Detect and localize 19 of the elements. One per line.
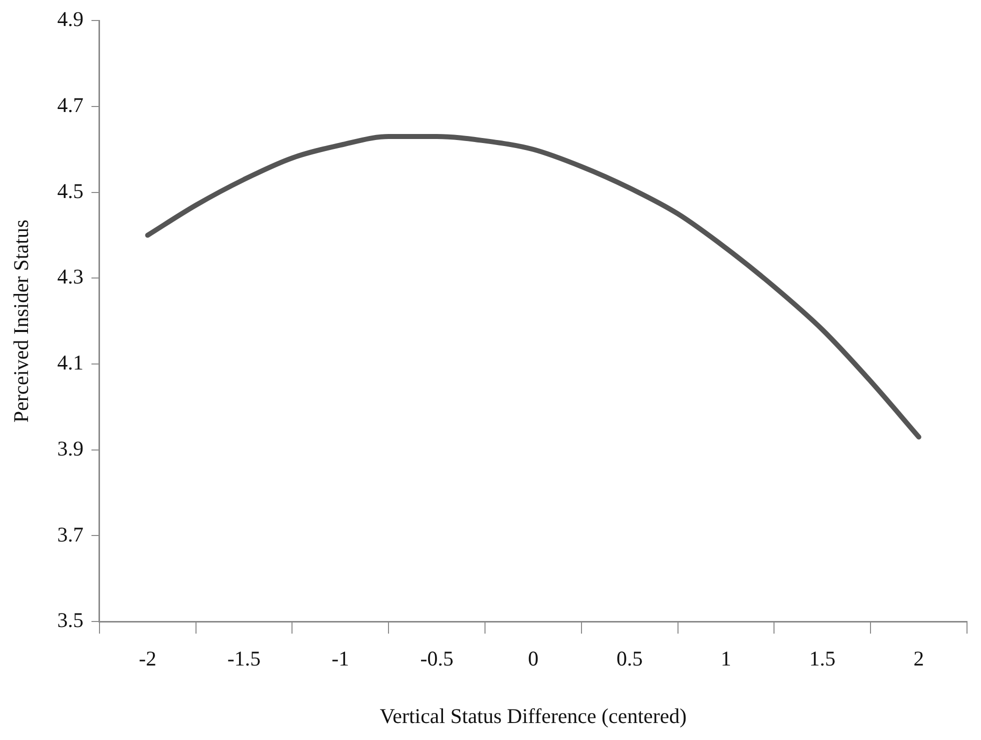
x-tick-label: 0: [528, 646, 538, 671]
y-tick-label: 4.7: [57, 92, 84, 117]
y-tick-label: 3.9: [57, 436, 84, 460]
x-tick-label: -2: [138, 646, 156, 671]
x-tick-label: 2: [914, 646, 924, 671]
x-tick-label: -0.5: [420, 646, 454, 671]
x-tick-label: -1: [332, 646, 350, 671]
x-tick-label: -1.5: [227, 646, 261, 671]
x-tick-label: 0.5: [616, 646, 643, 671]
y-tick-label: 4.5: [57, 178, 84, 203]
y-tick-label: 4.3: [57, 264, 84, 289]
y-tick-label: 3.5: [57, 608, 84, 632]
y-tick-label: 4.9: [57, 7, 84, 32]
x-tick-label: 1: [720, 646, 732, 671]
x-tick-label: 1.5: [809, 646, 836, 671]
x-axis-title: Vertical Status Difference (centered): [380, 704, 687, 728]
y-tick-label: 4.1: [57, 350, 84, 375]
y-axis-title: Perceived Insider Status: [9, 220, 34, 423]
y-tick-label: 3.7: [57, 522, 84, 546]
